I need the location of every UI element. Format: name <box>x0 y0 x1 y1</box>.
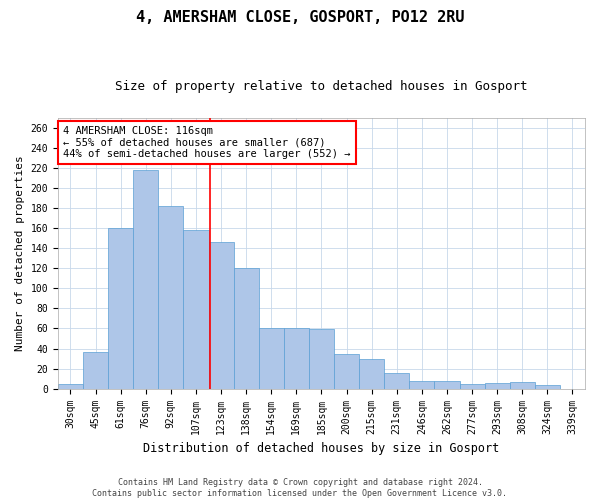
Text: Contains HM Land Registry data © Crown copyright and database right 2024.
Contai: Contains HM Land Registry data © Crown c… <box>92 478 508 498</box>
Bar <box>284 328 309 388</box>
Text: 4 AMERSHAM CLOSE: 116sqm
← 55% of detached houses are smaller (687)
44% of semi-: 4 AMERSHAM CLOSE: 116sqm ← 55% of detach… <box>63 126 350 159</box>
X-axis label: Distribution of detached houses by size in Gosport: Distribution of detached houses by size … <box>143 442 500 455</box>
Bar <box>233 268 259 388</box>
Bar <box>359 358 384 388</box>
Bar <box>384 372 409 388</box>
Bar <box>259 328 284 388</box>
Y-axis label: Number of detached properties: Number of detached properties <box>15 156 25 351</box>
Bar <box>184 230 209 388</box>
Text: 4, AMERSHAM CLOSE, GOSPORT, PO12 2RU: 4, AMERSHAM CLOSE, GOSPORT, PO12 2RU <box>136 10 464 25</box>
Bar <box>485 382 510 388</box>
Bar <box>83 352 108 389</box>
Bar <box>434 380 460 388</box>
Bar <box>309 330 334 388</box>
Bar <box>209 242 233 388</box>
Bar <box>58 384 83 388</box>
Bar <box>108 228 133 388</box>
Bar <box>460 384 485 388</box>
Title: Size of property relative to detached houses in Gosport: Size of property relative to detached ho… <box>115 80 528 93</box>
Bar <box>133 170 158 388</box>
Bar <box>409 380 434 388</box>
Bar <box>158 206 184 388</box>
Bar <box>334 354 359 388</box>
Bar <box>535 384 560 388</box>
Bar <box>510 382 535 388</box>
